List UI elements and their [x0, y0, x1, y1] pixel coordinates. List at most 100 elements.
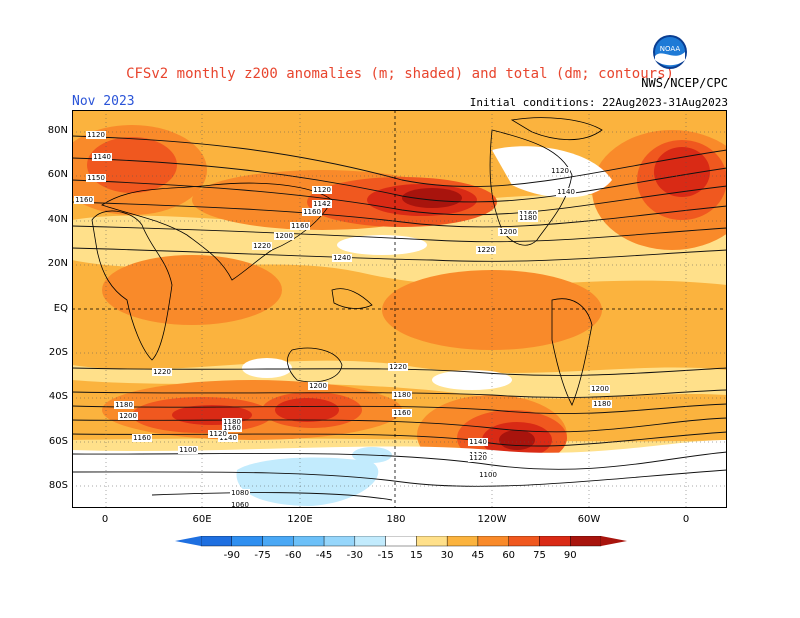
contour-label: 1220	[153, 368, 171, 376]
contour-label: 1120	[87, 131, 105, 139]
contour-label-box	[86, 174, 106, 182]
colorbar-box	[570, 536, 602, 547]
contour-label-box	[114, 401, 134, 409]
colorbar-tick: 60	[502, 550, 515, 561]
lat-label: 60N	[47, 169, 68, 180]
contour-label: 1160	[393, 409, 411, 417]
contour-label-box	[208, 430, 228, 438]
contour-label-box	[222, 424, 242, 432]
lon-label: 60W	[577, 514, 601, 525]
contour-label: 1220	[253, 242, 271, 250]
colorbar-box	[200, 536, 232, 547]
colorbar-box	[539, 536, 571, 547]
contour-label: 1160	[75, 196, 93, 204]
contour-label: 1140	[469, 438, 487, 446]
contour-label-box	[592, 400, 612, 408]
contour-label-box	[312, 200, 332, 208]
contour-label: 1100	[179, 446, 197, 454]
contour-label-box	[92, 153, 112, 161]
agency-label: NWS/NCEP/CPC	[641, 76, 728, 90]
contour-label: 1120	[469, 454, 487, 462]
contour-label-box	[308, 382, 328, 390]
colorbar-tick: -15	[377, 550, 393, 561]
contour-label: 1200	[309, 382, 327, 390]
contour-label: 1200	[499, 228, 517, 236]
contour-label: 1120	[209, 430, 227, 438]
colorbar-tick: -75	[254, 550, 270, 561]
contour-label: 1180	[519, 214, 537, 222]
contour-label: 1150	[87, 174, 105, 182]
contour-label: 1160	[133, 434, 151, 442]
lon-label: 0	[682, 514, 690, 525]
contour-label-box	[178, 446, 198, 454]
noaa-logo: NOAA	[653, 35, 687, 69]
lat-label: 80N	[47, 125, 68, 136]
contour-label-box	[86, 131, 106, 139]
contour-label-box	[498, 228, 518, 236]
contour-label-box	[468, 438, 488, 446]
contour-label-box	[590, 385, 610, 393]
forecast-month: Nov 2023	[72, 94, 135, 109]
lon-label: 60E	[192, 514, 212, 525]
contour-label-box	[518, 214, 538, 222]
contour-label-box	[478, 471, 498, 479]
contour-label: 1060	[231, 501, 249, 508]
contour-label-box	[118, 412, 138, 420]
colorbar-tick: 75	[533, 550, 546, 561]
contour-label-box	[468, 454, 488, 462]
contour-label: 1180	[593, 400, 611, 408]
lat-label: 80S	[48, 480, 68, 491]
contour-label: 1220	[477, 246, 495, 254]
colorbar-box	[262, 536, 294, 547]
lat-label: 40S	[48, 391, 68, 402]
contour-label-box	[230, 501, 250, 508]
contour-label: 1140	[557, 188, 575, 196]
lon-label: 0	[101, 514, 109, 525]
colorbar-tick: -30	[347, 550, 363, 561]
contour-label: 1160	[223, 424, 241, 432]
contour-label-box	[230, 489, 250, 497]
lon-label: 180	[386, 514, 406, 525]
contour-label-box	[302, 208, 322, 216]
lat-label: 40N	[47, 214, 68, 225]
colorbar: -90 -75 -60 -45 -30 -15 15 30 45 60 75 90	[175, 536, 627, 561]
anomaly-map: 1120114011501160112011421160116012001220…	[72, 110, 727, 508]
colorbar-box	[446, 536, 479, 547]
chart-title: CFSv2 monthly z200 anomalies (m; shaded)…	[126, 66, 674, 82]
contour-label-box	[332, 254, 352, 262]
contour-label-box	[388, 363, 408, 371]
contour-label: 1200	[119, 412, 137, 420]
contour-label-box	[290, 222, 310, 230]
lat-label: 20N	[47, 258, 68, 269]
contour-label: 1200	[275, 232, 293, 240]
contour-label: 1120	[313, 186, 331, 194]
colorbar-box	[293, 536, 325, 547]
colorbar-tick: 30	[441, 550, 454, 561]
contour-label-box	[550, 167, 570, 175]
colorbar-tick: -60	[285, 550, 301, 561]
contour-label-box	[556, 188, 576, 196]
contour-label-box	[132, 434, 152, 442]
lon-label: 120E	[287, 514, 313, 525]
initial-conditions: Initial conditions: 22Aug2023-31Aug2023	[469, 96, 728, 109]
contour-label-box	[476, 246, 496, 254]
colorbar-box	[477, 536, 509, 547]
colorbar-right-arrow	[601, 536, 627, 546]
contour-label-box	[312, 186, 332, 194]
contour-label: 1160	[303, 208, 321, 216]
contour-label: 1160	[291, 222, 309, 230]
colorbar-box	[354, 536, 386, 547]
colorbar-left-arrow	[175, 536, 201, 546]
contour-label: 1180	[223, 418, 241, 426]
contour-label: 1100	[479, 471, 497, 479]
contour-label: 1180	[393, 391, 411, 399]
contour-label: 1080	[231, 489, 249, 497]
colorbar-box	[508, 536, 540, 547]
contour-label: 1240	[333, 254, 351, 262]
colorbar-box	[231, 536, 263, 547]
contour-label: 1180	[115, 401, 133, 409]
contour-label-box	[392, 391, 412, 399]
lat-label: EQ	[53, 303, 68, 314]
colorbar-tick: -45	[316, 550, 332, 561]
colorbar-box	[385, 536, 417, 547]
